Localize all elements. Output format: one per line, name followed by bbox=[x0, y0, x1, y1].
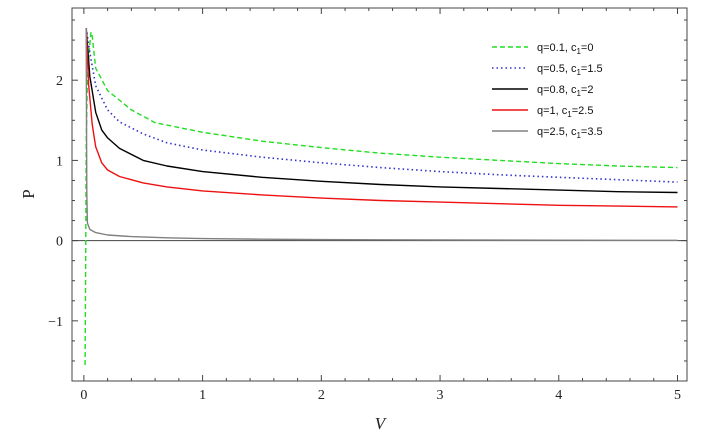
x-tick-label: 2 bbox=[318, 388, 325, 403]
legend: q=0.1, c1=0 q=0.5, c1=1.5 q=0.8, c1=2 q=1, … bbox=[492, 42, 603, 140]
legend-label-1: q=0.1, c1=0 bbox=[537, 42, 593, 56]
x-tick-label: 0 bbox=[80, 388, 87, 403]
x-tick-label: 1 bbox=[199, 388, 206, 403]
y-tick-label: 2 bbox=[56, 74, 63, 89]
y-axis-label: P bbox=[19, 189, 38, 198]
legend-label-3: q=0.8, c1=2 bbox=[537, 84, 593, 98]
plot-frame bbox=[71, 7, 688, 382]
series-line-3 bbox=[85, 28, 678, 194]
series-line-2 bbox=[85, 27, 678, 183]
x-tick-label: 5 bbox=[674, 388, 681, 403]
legend-label-5: q=2.5, c1=3.5 bbox=[537, 126, 603, 140]
series-line-4 bbox=[85, 28, 678, 208]
x-axis-label: V bbox=[375, 414, 388, 433]
x-tick-label: 3 bbox=[437, 388, 444, 403]
series-line-1 bbox=[84, 31, 678, 366]
x-tick-label: 4 bbox=[555, 388, 562, 403]
legend-label-2: q=0.5, c1=1.5 bbox=[537, 63, 603, 77]
series-lines bbox=[84, 27, 678, 366]
axis-ticks: 0 1 2 3 4 5 −1 0 1 2 bbox=[48, 8, 687, 403]
y-tick-label: 0 bbox=[56, 235, 63, 250]
series-line-5 bbox=[85, 28, 678, 241]
y-tick-label: 1 bbox=[56, 154, 63, 169]
y-tick-label: −1 bbox=[48, 315, 63, 330]
legend-label-4: q=1, c1=2.5 bbox=[537, 105, 593, 119]
